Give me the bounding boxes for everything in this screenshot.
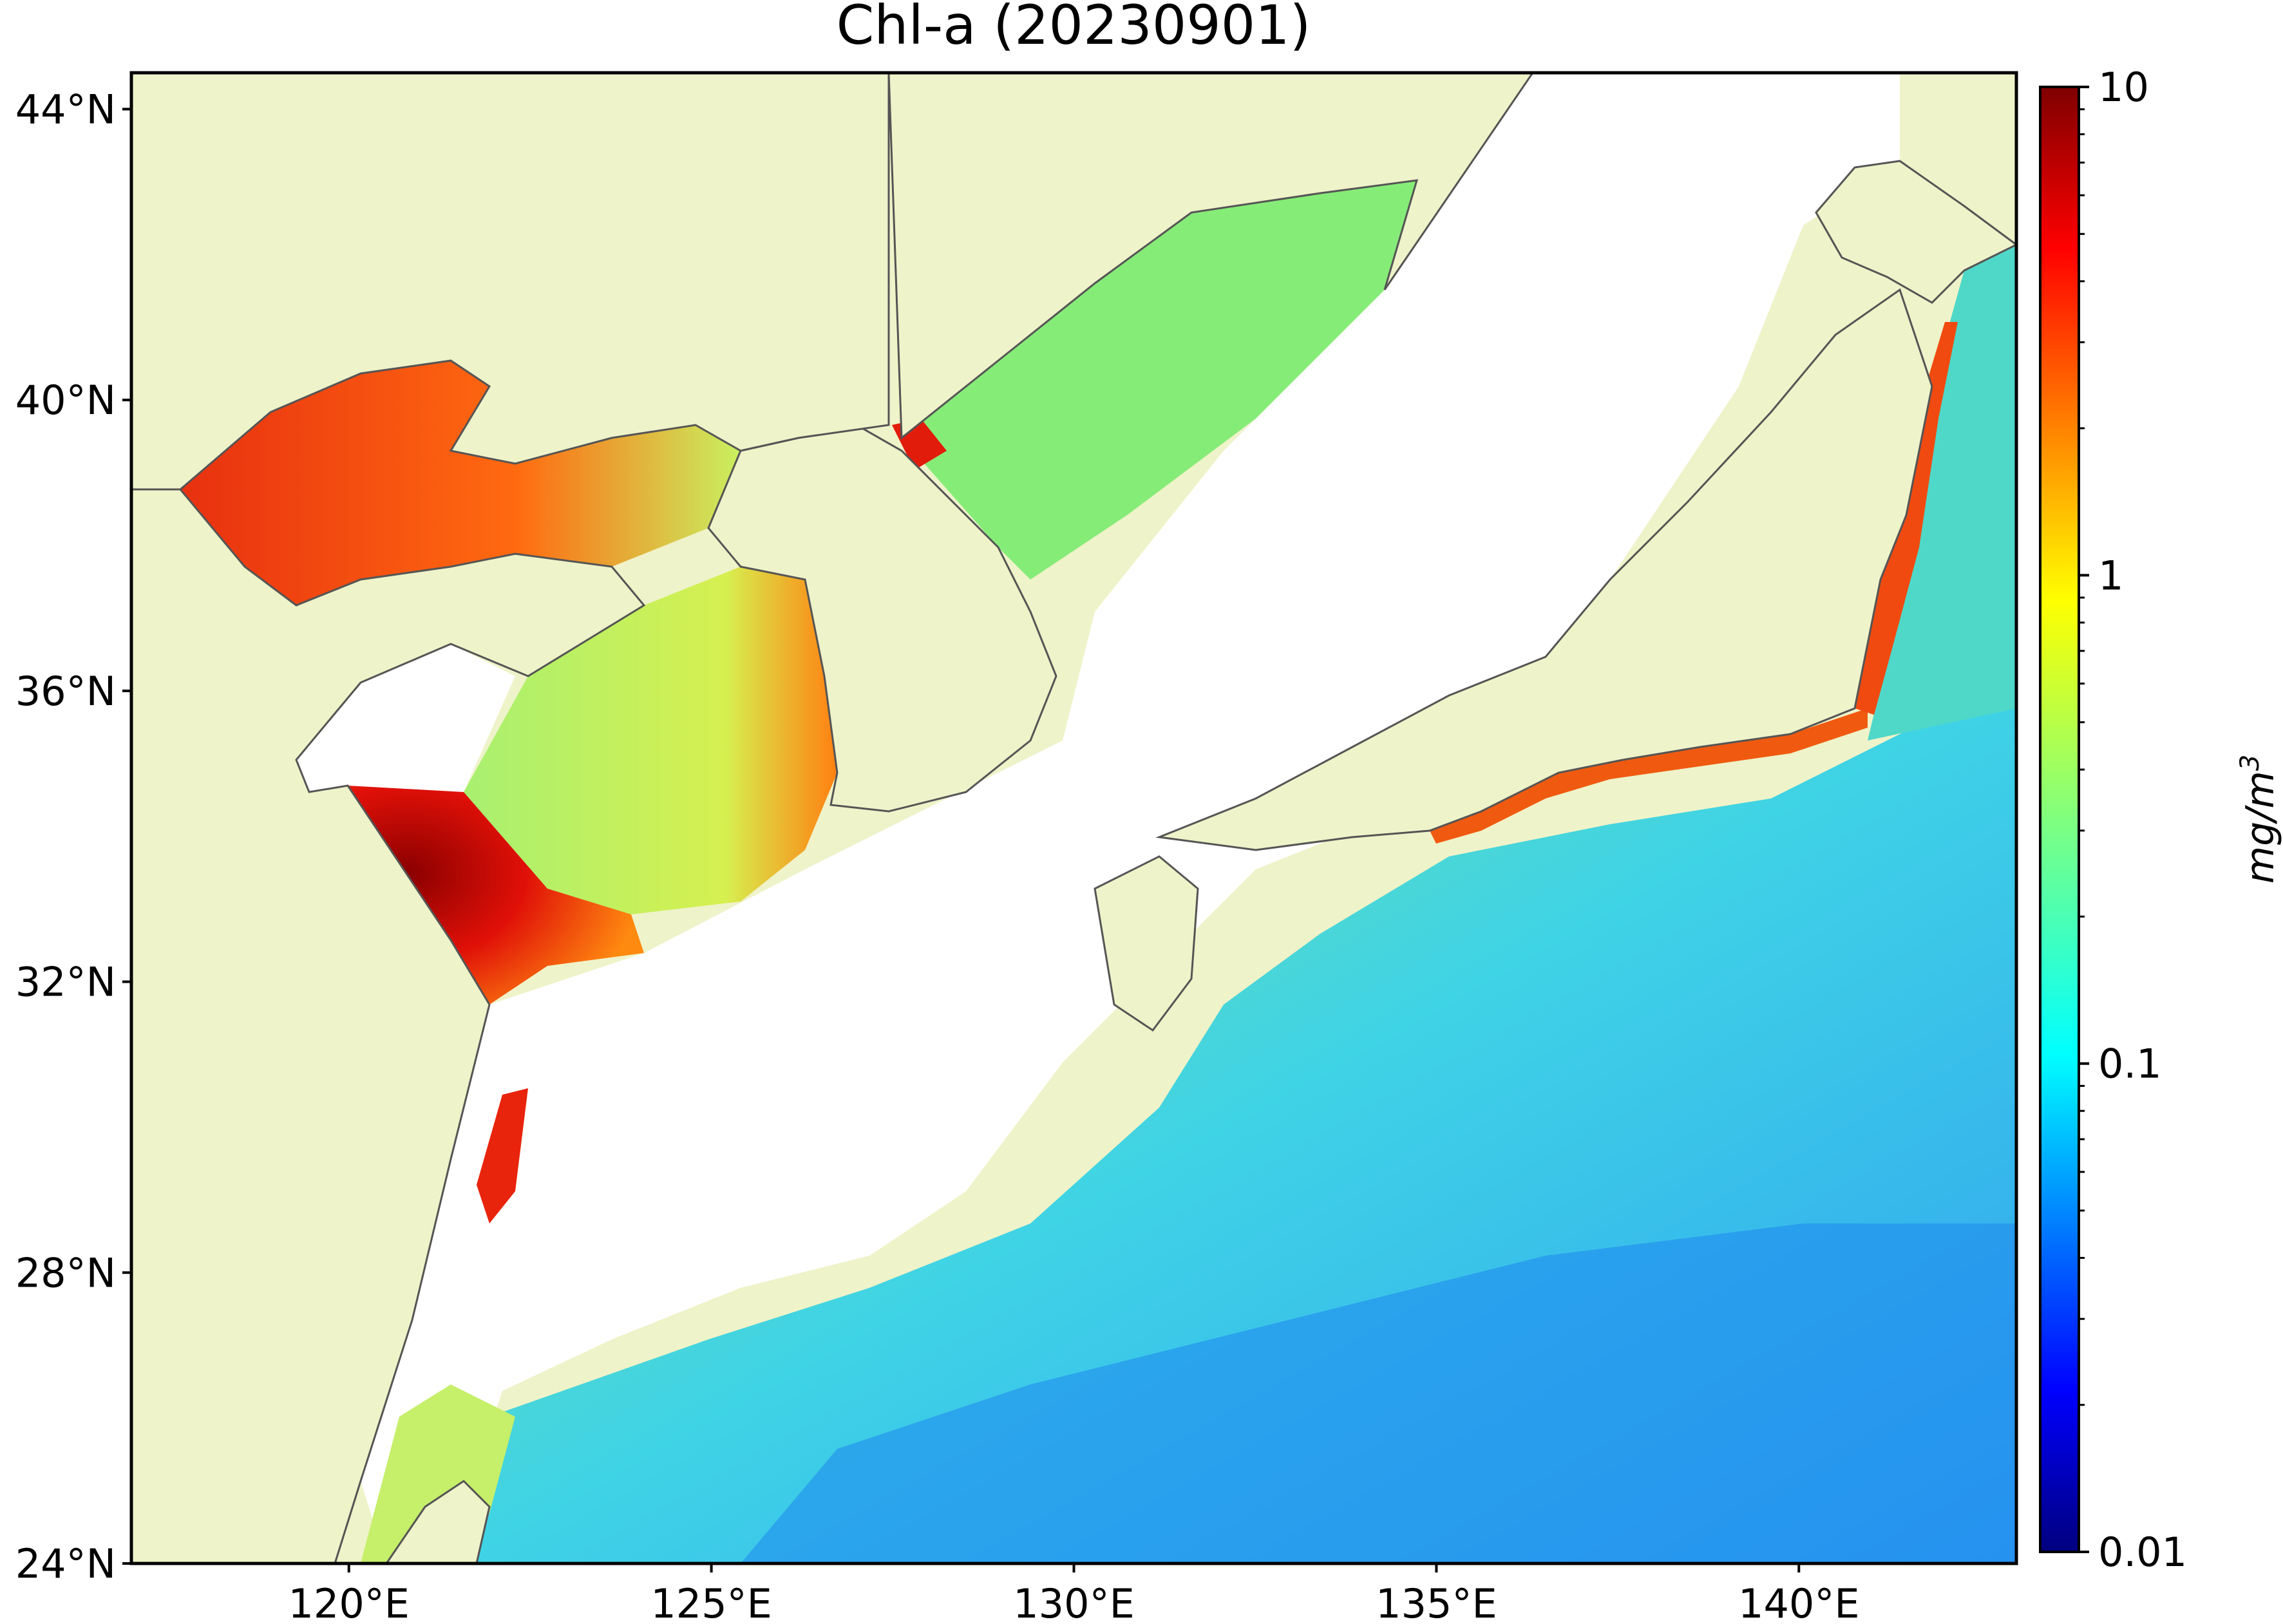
bohai-sea-field (180, 361, 741, 605)
lat-tick-label: 24°N (15, 1540, 116, 1587)
lat-tick-label: 32°N (15, 959, 116, 1006)
chart-title: Chl-a (20230901) (837, 0, 1311, 57)
yellow-sea-no-data (296, 644, 515, 805)
colorbar-unit-superscript: 3 (2235, 755, 2265, 771)
colorbar-unit-label: mg/m3 (2235, 755, 2283, 884)
lon-tick-label: 125°E (650, 1580, 772, 1624)
hokkaido-land (1815, 160, 2016, 304)
japan-south-coast-bloom (1430, 708, 1868, 844)
east-china-sea-no-data (361, 741, 1256, 1563)
longitude-axis: 120°E 125°E 130°E 135°E 140°E (288, 1563, 1860, 1624)
sea-of-japan-no-data (1063, 73, 1900, 869)
japan-east-coast-bloom (1855, 322, 1958, 715)
lat-tick-label: 40°N (15, 377, 116, 424)
lon-tick-label: 120°E (288, 1580, 410, 1624)
shandong-land (131, 488, 646, 1563)
liaodong-land (131, 73, 890, 491)
east-of-japan-field (1868, 245, 2016, 741)
colorbar-tick-label: 1 (2098, 552, 2123, 599)
fujian-coastal-bloom (477, 1088, 528, 1223)
colorbar-tick-label: 0.01 (2098, 1529, 2187, 1576)
map-panel (131, 73, 2016, 1563)
lon-tick-label: 130°E (1013, 1580, 1135, 1624)
colorbar-gradient (2040, 87, 2079, 1552)
east-korea-bay-field (902, 180, 1417, 580)
kuroshio-region-field (741, 1223, 2016, 1563)
taiwan-land (385, 1480, 491, 1563)
colorbar-tick-label: 10 (2098, 64, 2149, 111)
colorbar-ticks: 10 1 0.1 0.01 (2079, 64, 2187, 1576)
colorbar-tick-label: 0.1 (2098, 1041, 2162, 1088)
russia-land (887, 73, 1534, 440)
honshu-land (1155, 288, 1933, 851)
lon-tick-label: 135°E (1376, 1580, 1497, 1624)
lat-tick-label: 28°N (15, 1249, 116, 1296)
kyushu-land (1094, 855, 1199, 1032)
yangtze-estuary-bloom (348, 786, 644, 1005)
lat-tick-label: 36°N (15, 668, 116, 715)
colorbar-unit-text: mg/m (2238, 771, 2283, 883)
lon-tick-label: 140°E (1738, 1580, 1860, 1624)
lat-tick-label: 44°N (15, 86, 116, 133)
colorbar: 10 1 0.1 0.01 mg/m3 (2039, 64, 2283, 1576)
colorbar-frame (2039, 86, 2080, 1553)
latitude-axis: 44°N 40°N 36°N 32°N 28°N 24°N (15, 86, 131, 1587)
korea-peninsula-land (707, 424, 1057, 813)
yellow-sea-field (464, 567, 837, 914)
